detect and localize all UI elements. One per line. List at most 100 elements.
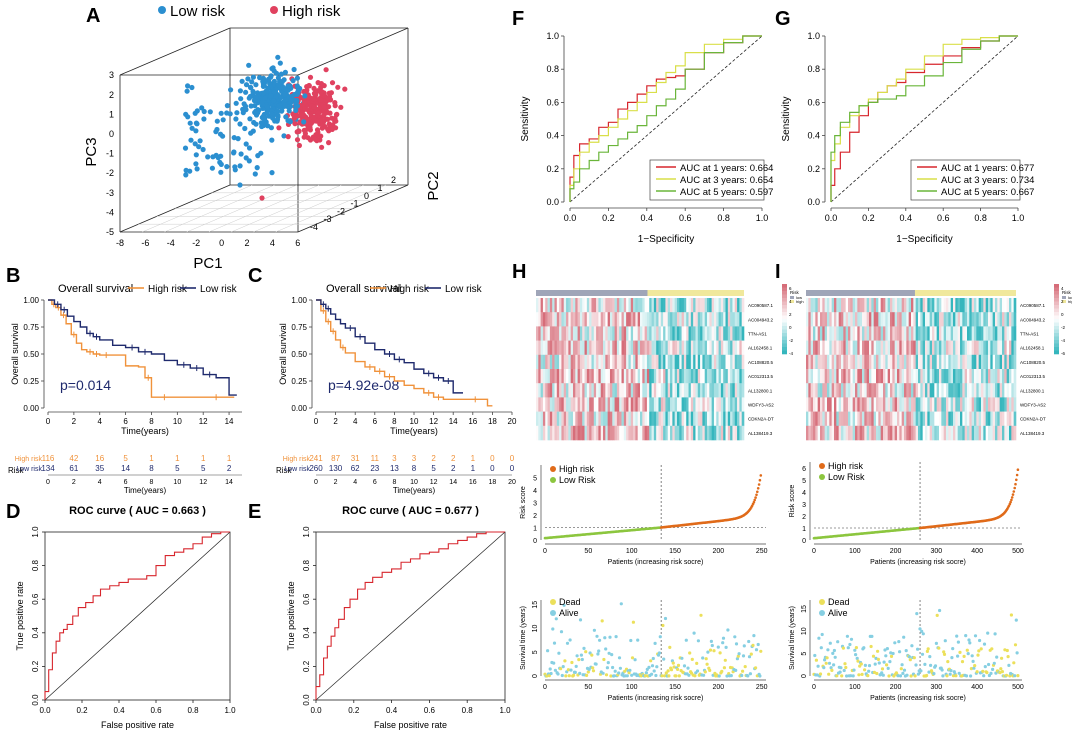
gene-label: AL132800.1 bbox=[1020, 388, 1045, 393]
heatmap-cell bbox=[651, 411, 655, 427]
heatmap-cell bbox=[1013, 354, 1017, 370]
y-tick: 15 bbox=[532, 601, 539, 609]
heatmap-cell bbox=[612, 340, 615, 356]
heatmap-cell bbox=[635, 312, 638, 327]
heatmap-cell bbox=[538, 397, 541, 412]
pca-point-high bbox=[323, 67, 329, 73]
heatmap-cell bbox=[725, 354, 729, 370]
heatmap-cell bbox=[559, 312, 562, 327]
pca-point-low bbox=[286, 108, 292, 114]
heatmap-cell bbox=[713, 397, 717, 412]
heatmap-cell bbox=[997, 425, 1000, 441]
heatmap-cell bbox=[554, 354, 558, 370]
point-alive bbox=[752, 634, 756, 638]
pca-point-high bbox=[326, 121, 332, 127]
y-tick: 1.00 bbox=[23, 296, 39, 305]
heatmap-cell bbox=[660, 397, 664, 412]
heatmap-cell bbox=[559, 369, 562, 384]
heatmap-cell bbox=[737, 340, 740, 356]
heatmap-cell bbox=[824, 383, 828, 398]
heatmap-cell bbox=[734, 411, 738, 427]
heatmap-cell bbox=[559, 340, 562, 356]
point-dead bbox=[871, 654, 876, 658]
pca-point-low bbox=[218, 169, 224, 175]
y-tick: 0 bbox=[364, 191, 369, 201]
heatmap-cell bbox=[897, 298, 900, 313]
heatmap-cell bbox=[552, 369, 555, 384]
scale-cell bbox=[1054, 329, 1059, 334]
legend-marker-low bbox=[819, 474, 825, 480]
heatmap-cell bbox=[542, 340, 546, 356]
y-tick: 5 bbox=[532, 650, 539, 654]
heatmap-cell bbox=[918, 397, 921, 412]
heatmap-cell bbox=[547, 411, 551, 427]
heatmap-cell bbox=[964, 383, 968, 398]
heatmap-cell bbox=[688, 369, 692, 384]
heatmap-cell bbox=[988, 312, 991, 327]
heatmap-cell bbox=[990, 326, 993, 341]
heatmap-cell bbox=[866, 354, 870, 370]
axis-title-z: PC3 bbox=[83, 137, 100, 166]
heatmap-cell bbox=[829, 383, 832, 398]
heatmap-cell bbox=[1002, 354, 1005, 370]
pca-point-low bbox=[187, 168, 193, 174]
heatmap-cell bbox=[683, 340, 687, 356]
heatmap-cell bbox=[946, 425, 949, 441]
heatmap-cell bbox=[658, 369, 662, 384]
pca-point-low bbox=[259, 99, 265, 105]
heatmap-cell bbox=[885, 411, 888, 427]
heatmap-cell bbox=[690, 340, 694, 356]
heatmap-cell bbox=[880, 298, 884, 313]
heatmap-cell bbox=[702, 312, 706, 327]
heatmap-cell bbox=[962, 383, 965, 398]
heatmap-cell bbox=[674, 326, 678, 341]
point-dead bbox=[876, 657, 881, 662]
heatmap-cell bbox=[612, 354, 615, 370]
point-dead bbox=[973, 664, 977, 668]
legend-label-high: High risk bbox=[828, 461, 864, 471]
heatmap-cell bbox=[932, 340, 935, 356]
heatmap-cell bbox=[593, 411, 597, 427]
heatmap-cell bbox=[827, 397, 830, 412]
scale-label: 2 bbox=[1061, 299, 1064, 304]
heatmap-cell bbox=[538, 326, 541, 341]
heatmap-cell bbox=[976, 298, 979, 313]
point-alive bbox=[617, 656, 622, 660]
heatmap-cell bbox=[542, 383, 546, 398]
pca-point-low bbox=[275, 82, 282, 88]
heatmap-cell bbox=[983, 411, 986, 427]
heatmap-cell bbox=[834, 312, 837, 327]
y-tick: 0.0 bbox=[31, 694, 40, 706]
heatmap-cell bbox=[653, 312, 657, 327]
y-tick: 1.00 bbox=[291, 296, 307, 305]
pca-point-high bbox=[333, 118, 339, 124]
point-dead bbox=[623, 669, 627, 673]
pca-point-low bbox=[294, 75, 300, 81]
heatmap-cell bbox=[925, 326, 928, 341]
heatmap-cell bbox=[820, 326, 823, 341]
heatmap-cell bbox=[667, 383, 671, 398]
heatmap-cell bbox=[941, 369, 944, 384]
point-dead bbox=[926, 647, 930, 651]
point-alive bbox=[870, 634, 874, 639]
scale-label: 4 bbox=[1061, 286, 1064, 291]
heatmap-cell bbox=[672, 354, 675, 370]
point-dead bbox=[969, 667, 974, 671]
heatmap-cell bbox=[542, 312, 546, 327]
point-dead bbox=[602, 657, 606, 662]
x-tick: 0.4 bbox=[900, 213, 913, 223]
point-dead bbox=[643, 674, 648, 678]
heatmap-cell bbox=[734, 369, 738, 384]
heatmap-cell bbox=[929, 411, 933, 427]
heatmap-cell bbox=[612, 369, 615, 384]
heatmap-cell bbox=[600, 298, 604, 313]
risk-count: 5 bbox=[431, 464, 436, 473]
heatmap-cell bbox=[990, 312, 993, 327]
heatmap-cell bbox=[720, 312, 724, 327]
point-alive bbox=[842, 668, 846, 673]
heatmap-cell bbox=[667, 312, 671, 327]
heatmap-cell bbox=[690, 312, 694, 327]
roc-chart-D: ROC curve ( AUC = 0.663 )0.0 0.2 0.4 0.6 0.8… bbox=[15, 505, 236, 730]
heatmap-cell bbox=[554, 326, 558, 341]
point-alive bbox=[845, 674, 849, 678]
